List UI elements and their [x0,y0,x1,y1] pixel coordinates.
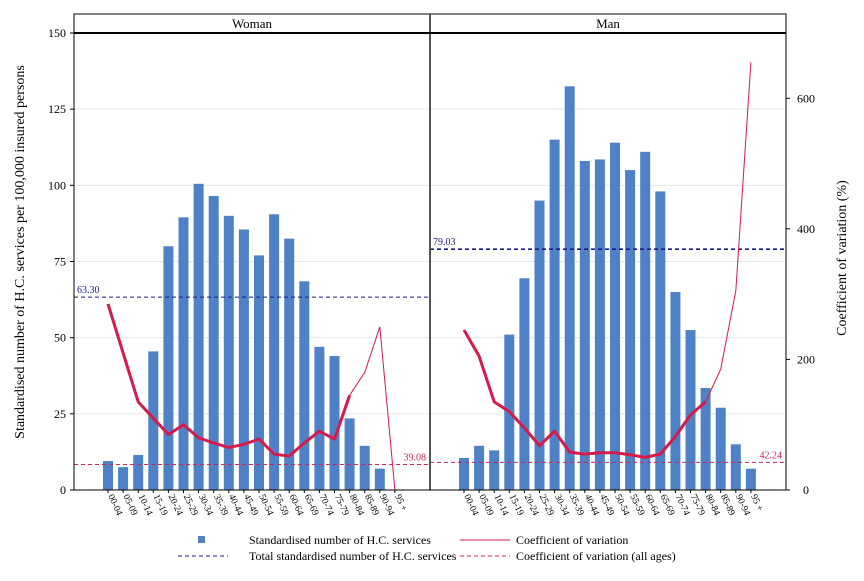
y-right-tick-label: 600 [797,91,815,105]
legend-cv-label: Coefficient of variation [516,533,628,547]
bar-woman [178,217,189,490]
y-left-tick-label: 100 [48,178,66,192]
bar-woman [284,238,295,490]
bar-woman [193,183,204,490]
bar-man [745,468,756,490]
y-right-tick-label: 0 [803,483,809,497]
cv-line-thin-man [705,62,752,403]
bar-man [459,458,469,490]
total-label-woman: 63.30 [77,285,100,296]
bar-man [715,407,726,490]
bar-man [519,278,530,490]
bar-woman [299,281,310,490]
bar-man [685,330,696,490]
bar-woman [118,467,129,490]
bar-man [489,450,500,490]
bar-man [579,160,590,490]
legend-bar-label: Standardised number of H.C. services [249,533,431,547]
y-axis-left-title: Standardised number of H.C. services per… [13,65,28,439]
cv-all-label-woman: 39.08 [404,452,427,463]
plot-layer: 63.3039.0800-0405-0910-1415-1920-2425-29… [48,14,815,518]
bar-woman [223,215,234,491]
bar-man [474,445,485,490]
bar-woman [208,195,219,490]
bar-woman [269,214,280,490]
bar-man [670,291,681,490]
y-right-tick-label: 200 [797,352,815,366]
cv-line-thin-woman [349,326,396,491]
y-left-tick-label: 0 [60,483,66,497]
bar-woman [103,461,113,490]
bar-man [625,170,636,490]
bar-man [655,191,666,490]
bar-woman [238,229,249,490]
y-axis-right-title: Coefficient of variation (%) [835,180,850,336]
legend-total-label: Total standardised number of H.C. servic… [249,549,457,563]
legend-cv-all-label: Coefficient of variation (all ages) [516,549,676,563]
bar-woman [374,468,385,490]
bar-woman [133,454,144,490]
bar-woman [148,351,159,490]
bar-man [700,387,711,490]
y-left-tick-label: 75 [54,255,66,269]
bar-man [610,142,620,490]
bar-man [549,139,560,490]
bar-woman [163,246,174,490]
bar-man [534,200,545,491]
bar-woman [344,418,355,490]
y-right-tick-label: 400 [797,222,815,236]
bar-man [640,151,651,490]
bar-woman [314,346,325,490]
panel-title-woman: Woman [232,16,273,31]
legend-bar-swatch [198,536,205,543]
bar-man [594,159,605,491]
legend: Standardised number of H.C. services Tot… [178,533,676,563]
y-left-tick-label: 25 [54,407,66,421]
y-left-tick-label: 50 [54,331,66,345]
bar-woman [329,355,340,490]
total-label-man: 79.03 [433,237,456,248]
cv-line-thick-man [462,329,707,459]
bar-woman [359,445,370,490]
cv-all-label-man: 42.24 [760,450,783,461]
cv-line-thick-woman [106,303,352,458]
y-left-tick-label: 150 [48,26,66,40]
y-left-tick-label: 125 [48,102,66,116]
bar-woman [254,255,264,490]
bar-man [730,444,741,490]
bar-man [564,86,575,491]
panel-title-man: Man [596,16,620,31]
